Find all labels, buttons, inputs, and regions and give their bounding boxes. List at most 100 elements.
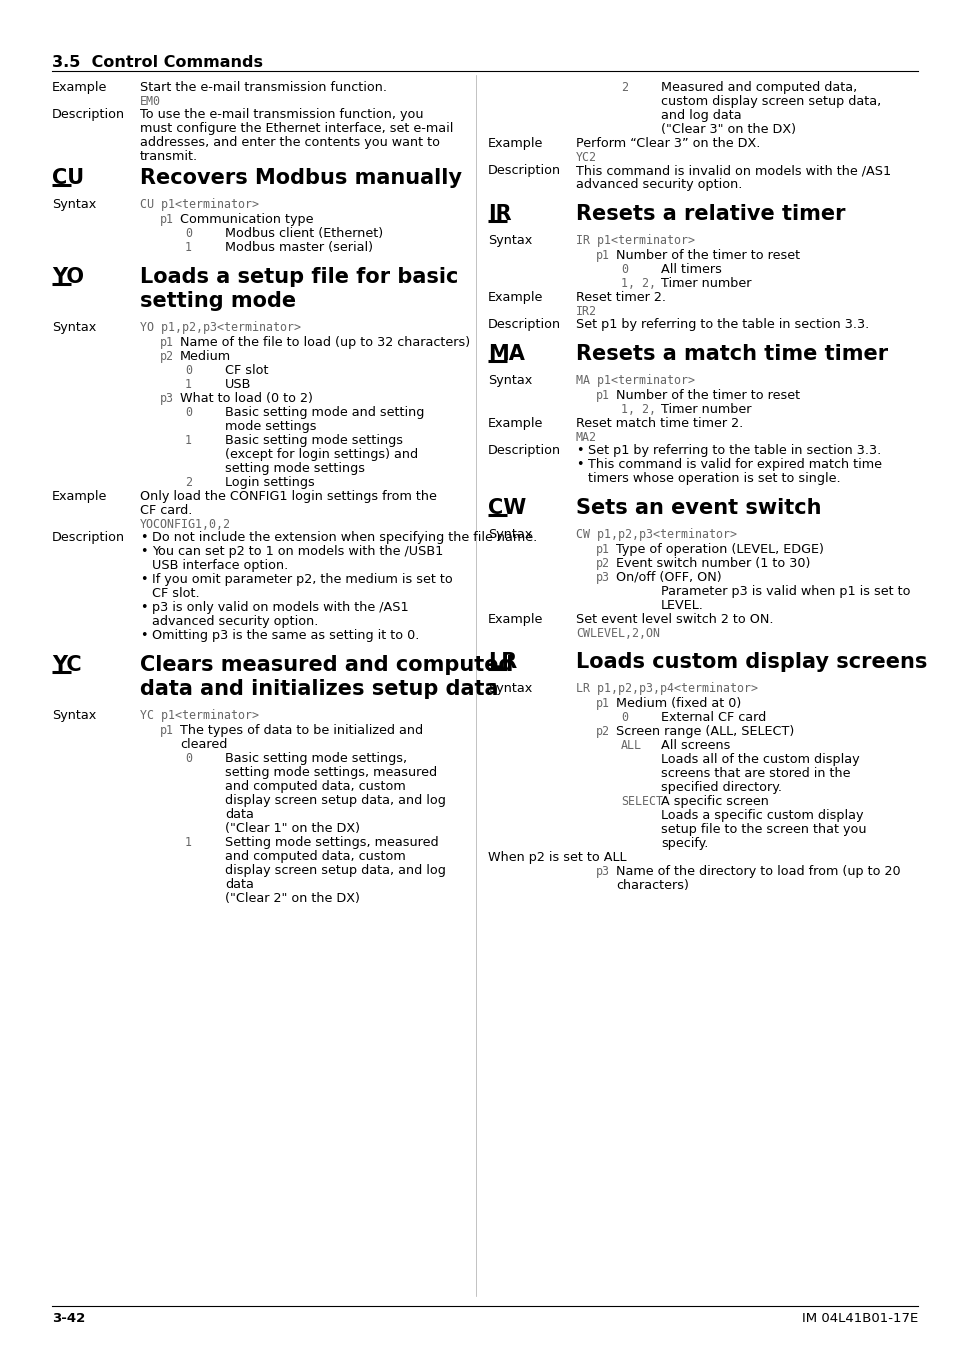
Text: Reset timer 2.: Reset timer 2. — [576, 292, 665, 304]
Text: •: • — [140, 531, 148, 544]
Text: p3: p3 — [160, 392, 173, 405]
Text: 2: 2 — [620, 81, 627, 95]
Text: •: • — [576, 458, 583, 471]
Text: Resets a relative timer: Resets a relative timer — [576, 204, 844, 224]
Text: SELECT: SELECT — [620, 795, 662, 809]
Text: IM 04L41B01-17E: IM 04L41B01-17E — [801, 1312, 917, 1324]
Text: CF card.: CF card. — [140, 504, 193, 517]
Text: characters): characters) — [616, 879, 688, 892]
Text: Description: Description — [488, 319, 560, 331]
Text: 1: 1 — [185, 836, 192, 849]
Text: On/off (OFF, ON): On/off (OFF, ON) — [616, 571, 720, 585]
Text: ("Clear 2" on the DX): ("Clear 2" on the DX) — [225, 892, 359, 904]
Text: Syntax: Syntax — [488, 682, 532, 695]
Text: •: • — [576, 444, 583, 458]
Text: CWLEVEL,2,ON: CWLEVEL,2,ON — [576, 626, 659, 640]
Text: 0: 0 — [185, 406, 192, 418]
Text: Reset match time timer 2.: Reset match time timer 2. — [576, 417, 742, 431]
Text: •: • — [140, 629, 148, 643]
Text: Name of the directory to load from (up to 20: Name of the directory to load from (up t… — [616, 865, 900, 878]
Text: LEVEL.: LEVEL. — [660, 599, 703, 612]
Text: must configure the Ethernet interface, set e-mail: must configure the Ethernet interface, s… — [140, 122, 453, 135]
Text: Example: Example — [488, 136, 543, 150]
Text: YC: YC — [52, 655, 82, 675]
Text: The types of data to be initialized and: The types of data to be initialized and — [180, 724, 423, 737]
Text: YO p1,p2,p3<terminator>: YO p1,p2,p3<terminator> — [140, 321, 301, 333]
Text: All screens: All screens — [660, 738, 730, 752]
Text: p3 is only valid on models with the /AS1: p3 is only valid on models with the /AS1 — [152, 601, 408, 614]
Text: 3-42: 3-42 — [52, 1312, 85, 1324]
Text: You can set p2 to 1 on models with the /USB1: You can set p2 to 1 on models with the /… — [152, 545, 443, 558]
Text: Syntax: Syntax — [488, 528, 532, 541]
Text: Syntax: Syntax — [52, 198, 96, 211]
Text: Syntax: Syntax — [488, 374, 532, 387]
Text: Example: Example — [52, 81, 108, 95]
Text: Start the e-mail transmission function.: Start the e-mail transmission function. — [140, 81, 387, 95]
Text: p2: p2 — [596, 725, 609, 738]
Text: 0: 0 — [185, 364, 192, 377]
Text: Modbus master (serial): Modbus master (serial) — [225, 242, 373, 254]
Text: Set event level switch 2 to ON.: Set event level switch 2 to ON. — [576, 613, 773, 626]
Text: and computed data, custom: and computed data, custom — [225, 780, 405, 792]
Text: If you omit parameter p2, the medium is set to: If you omit parameter p2, the medium is … — [152, 572, 453, 586]
Text: display screen setup data, and log: display screen setup data, and log — [225, 794, 445, 807]
Text: MA: MA — [488, 344, 524, 364]
Text: p1: p1 — [596, 697, 609, 710]
Text: MA2: MA2 — [576, 431, 597, 444]
Text: CU: CU — [52, 167, 84, 188]
Text: Set p1 by referring to the table in section 3.3.: Set p1 by referring to the table in sect… — [587, 444, 881, 458]
Text: Loads a setup file for basic: Loads a setup file for basic — [140, 267, 457, 288]
Text: data: data — [225, 878, 253, 891]
Text: Medium: Medium — [180, 350, 231, 363]
Text: Only load the CONFIG1 login settings from the: Only load the CONFIG1 login settings fro… — [140, 490, 436, 504]
Text: YC p1<terminator>: YC p1<terminator> — [140, 709, 258, 722]
Text: p1: p1 — [160, 336, 173, 350]
Text: Set p1 by referring to the table in section 3.3.: Set p1 by referring to the table in sect… — [576, 319, 868, 331]
Text: Clears measured and computed: Clears measured and computed — [140, 655, 513, 675]
Text: This command is invalid on models with the /AS1: This command is invalid on models with t… — [576, 163, 890, 177]
Text: Medium (fixed at 0): Medium (fixed at 0) — [616, 697, 740, 710]
Text: Loads all of the custom display: Loads all of the custom display — [660, 753, 859, 765]
Text: Recovers Modbus manually: Recovers Modbus manually — [140, 167, 461, 188]
Text: What to load (0 to 2): What to load (0 to 2) — [180, 392, 313, 405]
Text: 1: 1 — [185, 242, 192, 254]
Text: p1: p1 — [596, 543, 609, 556]
Text: cleared: cleared — [180, 738, 227, 751]
Text: Name of the file to load (up to 32 characters): Name of the file to load (up to 32 chara… — [180, 336, 470, 350]
Text: Perform “Clear 3” on the DX.: Perform “Clear 3” on the DX. — [576, 136, 760, 150]
Text: Example: Example — [488, 292, 543, 304]
Text: Measured and computed data,: Measured and computed data, — [660, 81, 857, 95]
Text: CF slot.: CF slot. — [152, 587, 199, 599]
Text: data and initializes setup data: data and initializes setup data — [140, 679, 498, 699]
Text: 0: 0 — [185, 227, 192, 240]
Text: p1: p1 — [160, 724, 173, 737]
Text: EM0: EM0 — [140, 95, 161, 108]
Text: Basic setting mode and setting: Basic setting mode and setting — [225, 406, 424, 418]
Text: specified directory.: specified directory. — [660, 782, 781, 794]
Text: Login settings: Login settings — [225, 477, 314, 489]
Text: advanced security option.: advanced security option. — [152, 616, 318, 628]
Text: ("Clear 3" on the DX): ("Clear 3" on the DX) — [660, 123, 795, 136]
Text: Example: Example — [52, 490, 108, 504]
Text: Parameter p3 is valid when p1 is set to: Parameter p3 is valid when p1 is set to — [660, 585, 909, 598]
Text: USB: USB — [225, 378, 251, 392]
Text: Loads a specific custom display: Loads a specific custom display — [660, 809, 862, 822]
Text: Sets an event switch: Sets an event switch — [576, 498, 821, 518]
Text: 0: 0 — [185, 752, 192, 765]
Text: Timer number: Timer number — [660, 277, 751, 290]
Text: screens that are stored in the: screens that are stored in the — [660, 767, 850, 780]
Text: IR p1<terminator>: IR p1<terminator> — [576, 234, 695, 247]
Text: USB interface option.: USB interface option. — [152, 559, 288, 572]
Text: mode settings: mode settings — [225, 420, 316, 433]
Text: Description: Description — [52, 108, 125, 122]
Text: CW: CW — [488, 498, 526, 518]
Text: Resets a match time timer: Resets a match time timer — [576, 344, 887, 364]
Text: p1: p1 — [596, 248, 609, 262]
Text: Event switch number (1 to 30): Event switch number (1 to 30) — [616, 558, 809, 570]
Text: Modbus client (Ethernet): Modbus client (Ethernet) — [225, 227, 383, 240]
Text: custom display screen setup data,: custom display screen setup data, — [660, 95, 881, 108]
Text: 0: 0 — [620, 711, 627, 724]
Text: Example: Example — [488, 613, 543, 626]
Text: Number of the timer to reset: Number of the timer to reset — [616, 389, 800, 402]
Text: setting mode settings, measured: setting mode settings, measured — [225, 765, 436, 779]
